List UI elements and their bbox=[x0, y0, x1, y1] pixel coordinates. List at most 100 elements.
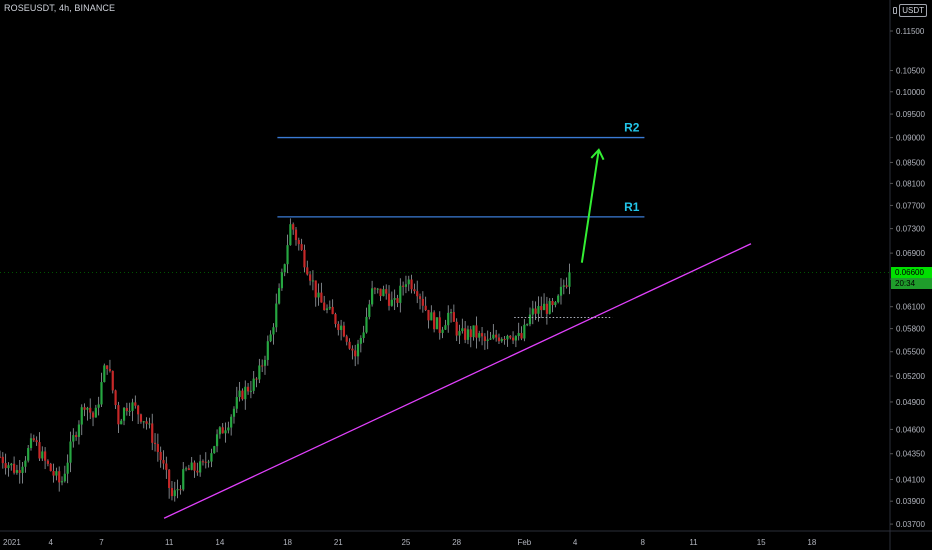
candle-down bbox=[134, 402, 137, 406]
time-tick-label: 11 bbox=[165, 538, 174, 547]
candle-up bbox=[272, 327, 275, 335]
candle-down bbox=[117, 405, 120, 425]
time-tick-label: 11 bbox=[689, 538, 698, 547]
price-tick-label: 0.09500 bbox=[896, 110, 925, 119]
candle-down bbox=[351, 348, 354, 351]
candle-down bbox=[179, 489, 182, 491]
candle-up bbox=[128, 410, 131, 412]
candle-down bbox=[540, 306, 543, 311]
candle-down bbox=[108, 368, 112, 371]
price-tick-label: 0.04900 bbox=[896, 398, 925, 407]
candle-down bbox=[418, 296, 422, 299]
candle-down bbox=[12, 463, 16, 473]
candle-up bbox=[232, 408, 236, 417]
currency-label: USDT bbox=[899, 4, 927, 17]
last-price-badge: 0.06600 bbox=[891, 266, 932, 278]
candle-down bbox=[495, 334, 498, 338]
candle-down bbox=[201, 461, 205, 463]
candle-down bbox=[1, 456, 4, 464]
candle-down bbox=[331, 306, 334, 315]
candle-down bbox=[483, 336, 486, 341]
candle-up bbox=[430, 312, 433, 321]
candle-up bbox=[224, 430, 227, 434]
candle-up bbox=[562, 285, 565, 287]
candle-up bbox=[382, 289, 385, 297]
candle-down bbox=[306, 267, 309, 275]
candle-down bbox=[153, 442, 157, 445]
price-tick-label: 0.06900 bbox=[896, 249, 925, 258]
candle-down bbox=[387, 293, 391, 306]
candle-down bbox=[137, 405, 140, 415]
candle-up bbox=[97, 404, 100, 408]
candle-up bbox=[29, 438, 33, 449]
candle-up bbox=[404, 284, 408, 287]
candle-up bbox=[523, 324, 526, 339]
candle-up bbox=[371, 288, 374, 305]
candle-down bbox=[255, 378, 258, 380]
candle-up bbox=[283, 264, 286, 273]
candle-down bbox=[421, 298, 424, 306]
candle-up bbox=[131, 402, 134, 411]
candle-down bbox=[75, 435, 78, 437]
resistance-label-r1: R1 bbox=[624, 200, 640, 214]
time-tick-label: 21 bbox=[334, 538, 343, 547]
candle-down bbox=[89, 407, 92, 413]
candle-up bbox=[122, 407, 126, 421]
lock-icon[interactable] bbox=[893, 7, 898, 14]
currency-selector[interactable]: USDT bbox=[893, 4, 927, 17]
candle-down bbox=[323, 302, 326, 311]
candle-up bbox=[207, 461, 210, 463]
candle-down bbox=[38, 442, 41, 459]
candle-down bbox=[497, 337, 501, 342]
candle-up bbox=[173, 490, 176, 497]
candle-up bbox=[55, 471, 58, 476]
candle-up bbox=[390, 299, 393, 306]
time-tick-label: 18 bbox=[807, 538, 816, 547]
candle-up bbox=[466, 329, 470, 340]
candle-up bbox=[80, 407, 83, 425]
candle-down bbox=[246, 386, 250, 392]
candle-down bbox=[170, 488, 174, 497]
candle-up bbox=[486, 339, 489, 341]
time-tick-label: 8 bbox=[641, 538, 646, 547]
candle-down bbox=[320, 292, 323, 303]
candle-up bbox=[489, 338, 492, 340]
price-tick-label: 0.08500 bbox=[896, 158, 925, 167]
candle-down bbox=[416, 291, 419, 297]
candle-up bbox=[447, 312, 450, 326]
projection-arrow-head bbox=[590, 148, 605, 161]
candle-down bbox=[221, 427, 224, 434]
candle-up bbox=[531, 308, 534, 315]
candle-up bbox=[328, 306, 331, 309]
time-tick-label: 4 bbox=[573, 538, 578, 547]
candle-up bbox=[27, 448, 30, 461]
candle-down bbox=[156, 444, 159, 452]
candle-down bbox=[402, 285, 405, 287]
candle-up bbox=[103, 365, 106, 383]
price-tick-label: 0.07300 bbox=[896, 225, 925, 234]
price-tick-label: 0.05800 bbox=[896, 325, 925, 334]
price-tick-label: 0.05500 bbox=[896, 348, 925, 357]
candle-up bbox=[517, 333, 520, 337]
candle-up bbox=[277, 288, 281, 304]
candle-down bbox=[204, 461, 207, 463]
candle-down bbox=[91, 412, 95, 418]
candle-down bbox=[44, 451, 47, 461]
price-tick-label: 0.06100 bbox=[896, 303, 925, 312]
candle-down bbox=[196, 470, 199, 473]
candle-down bbox=[373, 288, 377, 290]
candle-up bbox=[249, 390, 252, 392]
candle-down bbox=[165, 463, 168, 470]
candle-down bbox=[58, 471, 61, 483]
candle-up bbox=[359, 338, 362, 344]
time-tick-label: 15 bbox=[757, 538, 766, 547]
candle-up bbox=[548, 300, 551, 314]
candle-up bbox=[472, 325, 475, 338]
candle-up bbox=[269, 334, 272, 342]
time-tick-label: 2021 bbox=[3, 538, 21, 547]
candle-down bbox=[125, 407, 128, 412]
price-tick-label: 0.04350 bbox=[896, 450, 925, 459]
candle-up bbox=[24, 460, 27, 467]
candle-down bbox=[438, 317, 441, 333]
